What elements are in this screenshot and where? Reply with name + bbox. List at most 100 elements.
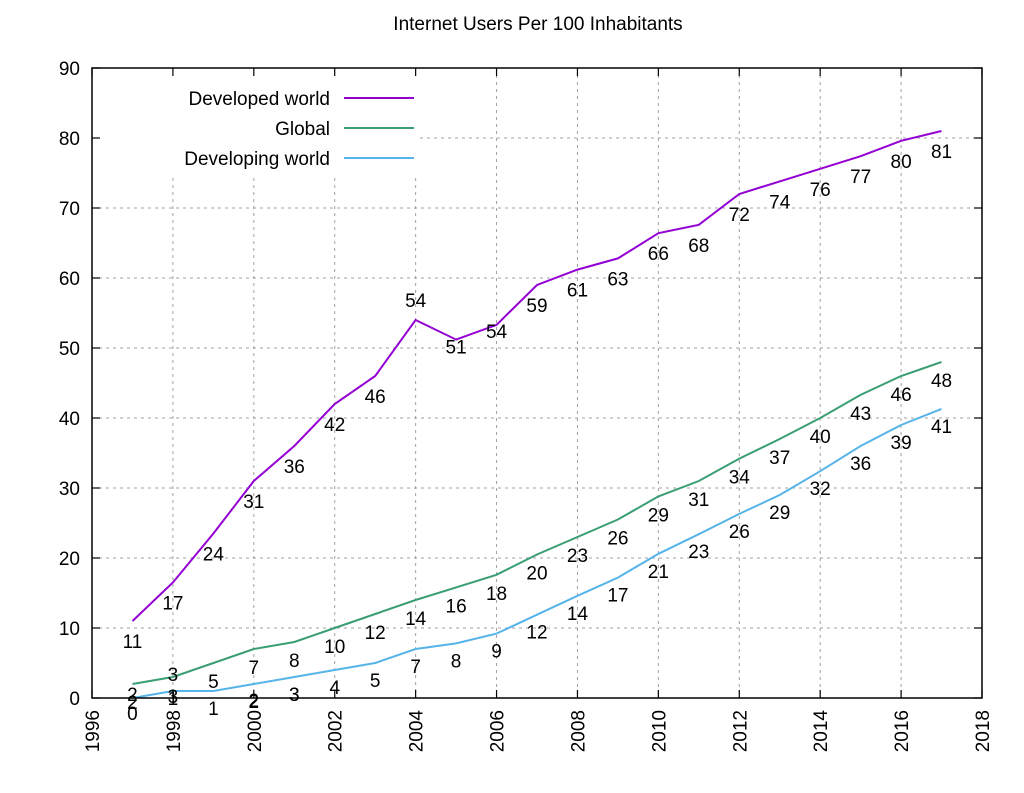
data-label: 10 [324, 637, 345, 658]
data-label: 2 [249, 691, 260, 712]
data-label: 80 [891, 152, 912, 173]
data-label: 3 [289, 685, 300, 706]
data-label: 54 [405, 291, 427, 312]
data-label: 12 [365, 623, 386, 644]
y-tick-label: 50 [59, 339, 80, 360]
data-label: 74 [769, 192, 791, 213]
data-label: 34 [729, 468, 751, 489]
data-label: 3 [289, 685, 300, 706]
data-label: 11 [123, 632, 143, 653]
x-tick-label: 2010 [649, 710, 670, 752]
data-label: 81 [931, 142, 952, 163]
x-tick-label: 2016 [892, 710, 913, 752]
data-label: 29 [769, 503, 790, 524]
data-label: 72 [729, 205, 750, 226]
data-label: 31 [243, 492, 264, 513]
series-line-developing-world [132, 407, 942, 699]
data-label: 14 [405, 609, 427, 630]
data-label: 77 [850, 167, 871, 188]
data-label: 23 [567, 546, 588, 567]
data-label: 17 [162, 594, 183, 615]
data-label: 12 [526, 623, 547, 644]
data-label: 4 [329, 678, 340, 699]
x-tick-label: 2018 [973, 710, 994, 752]
data-label: 36 [284, 457, 305, 478]
data-label: 46 [891, 385, 912, 406]
data-label: 0 [127, 704, 138, 725]
data-label: 36 [850, 454, 871, 475]
x-tick-label: 1998 [164, 710, 185, 752]
y-tick-label: 70 [59, 199, 80, 220]
data-label: 68 [688, 236, 709, 257]
y-tick-label: 20 [59, 549, 80, 570]
legend-label: Developed world [188, 89, 330, 110]
data-label: 16 [446, 596, 467, 617]
legend-label: Global [275, 119, 330, 140]
legend-label: Developing world [184, 149, 330, 170]
x-tick-label: 2006 [488, 710, 509, 752]
data-label: 37 [769, 448, 790, 469]
y-tick-label: 40 [59, 409, 80, 430]
series-line-developed-world [131, 130, 942, 622]
data-label: 9 [491, 642, 502, 663]
data-label: 63 [607, 269, 628, 290]
y-tick-label: 10 [59, 619, 80, 640]
data-label: 14 [567, 604, 589, 625]
data-label: 32 [810, 479, 831, 500]
data-label: 23 [688, 542, 709, 563]
data-label: 42 [324, 415, 345, 436]
data-label: 54 [486, 322, 508, 343]
data-label: 7 [249, 658, 260, 679]
x-tick-label: 2012 [730, 710, 751, 752]
data-label: 8 [451, 651, 462, 672]
y-tick-label: 90 [59, 59, 80, 80]
y-tick-label: 80 [59, 129, 80, 150]
data-label: 40 [810, 427, 831, 448]
data-label: 61 [567, 281, 588, 302]
data-label: 3 [168, 665, 179, 686]
grid [92, 68, 982, 698]
data-label: 59 [526, 296, 547, 317]
data-label: 21 [648, 562, 669, 583]
data-label: 39 [891, 433, 912, 454]
x-tick-label: 1996 [83, 710, 104, 752]
data-label: 43 [850, 404, 871, 425]
data-label: 2 [127, 685, 138, 706]
data-label: 5 [370, 671, 381, 692]
chart-title: Internet Users Per 100 Inhabitants [393, 14, 682, 35]
data-label: 18 [486, 584, 507, 605]
data-label: 7 [410, 657, 421, 678]
series-lines [131, 130, 942, 699]
y-tick-label: 60 [59, 269, 80, 290]
x-tick-label: 2004 [407, 710, 428, 753]
data-label: 31 [688, 490, 709, 511]
data-label: 26 [607, 529, 628, 550]
data-label: 2 [127, 693, 138, 714]
x-tick-label: 2014 [811, 710, 832, 753]
plot-frame [91, 67, 983, 699]
series-line-global [132, 361, 942, 685]
data-label: 2 [249, 692, 260, 713]
data-label: 24 [203, 545, 225, 566]
data-label: 66 [648, 244, 669, 265]
x-tick-label: 2002 [326, 710, 347, 752]
x-tick-label: 2008 [568, 710, 589, 752]
data-label: 29 [648, 505, 669, 526]
data-label: 26 [729, 522, 750, 543]
data-label: 1 [168, 689, 179, 710]
y-tick-label: 0 [69, 689, 80, 710]
data-labels: 1120173124513172368342104461255414751168… [123, 142, 953, 725]
data-label: 76 [810, 180, 831, 201]
data-label: 8 [289, 651, 300, 672]
legend: Developed world Global Developing world [184, 89, 414, 170]
x-tick-label: 2000 [245, 710, 266, 752]
data-label: 48 [931, 371, 952, 392]
data-label: 17 [607, 586, 628, 607]
data-label: 1 [208, 699, 219, 720]
data-label: 5 [208, 672, 219, 693]
data-label: 41 [931, 417, 952, 438]
data-label: 51 [446, 338, 467, 359]
y-tick-label: 30 [59, 479, 80, 500]
